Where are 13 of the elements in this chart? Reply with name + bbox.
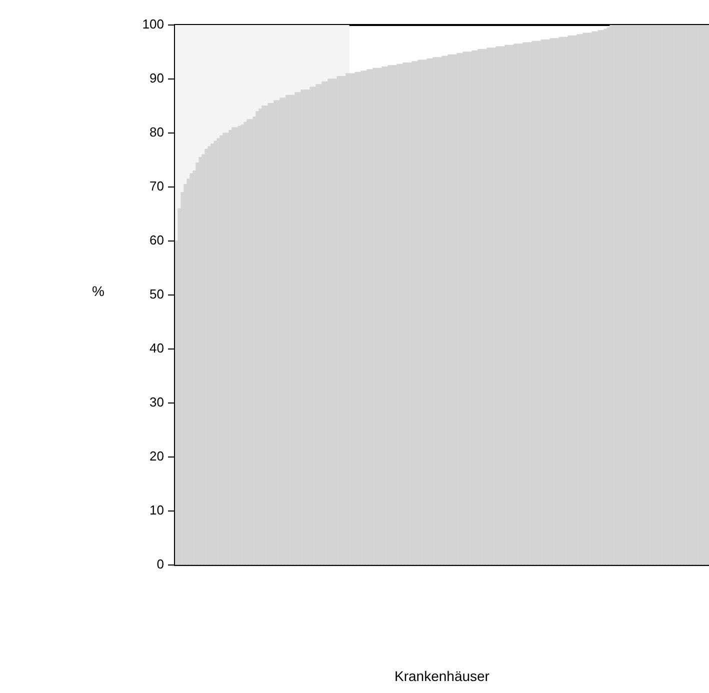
y-tick-label: 30: [150, 394, 164, 410]
y-tick-label: 80: [150, 124, 164, 140]
text: Krankenhäuser: [394, 668, 490, 684]
y-tick-label: 60: [150, 232, 164, 248]
y-tick-label: 20: [150, 448, 164, 464]
y-tick-label: 0: [156, 556, 164, 572]
y-tick-label: 40: [150, 340, 164, 356]
y-tick-label: 100: [142, 16, 164, 32]
y-tick-label: 50: [150, 286, 164, 302]
y-axis-title: %: [92, 283, 104, 299]
y-tick-label: 90: [150, 70, 164, 86]
y-tick-label: 10: [150, 502, 164, 518]
y-tick-label: 70: [150, 178, 164, 194]
